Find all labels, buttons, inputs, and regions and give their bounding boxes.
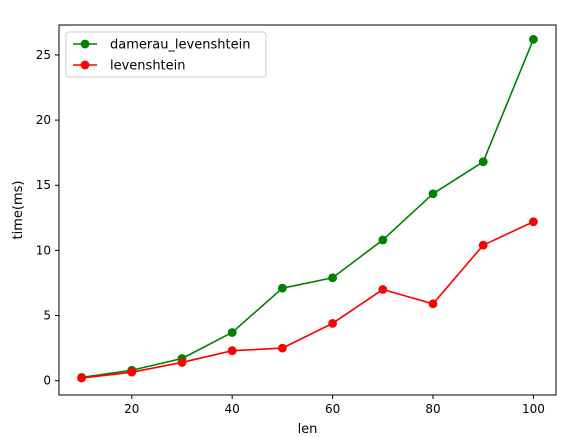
data-point-damerau-levenshtein <box>227 328 237 337</box>
axes-frame <box>58 24 557 396</box>
series-line-levenshtein <box>81 221 534 379</box>
data-point-damerau-levenshtein <box>428 189 438 199</box>
plot-area <box>58 24 557 396</box>
data-point-levenshtein <box>478 240 488 250</box>
legend-marker-levenshtein <box>80 60 90 70</box>
legend-entry-damerau-levenshtein: damerau_levenshtein <box>73 38 250 53</box>
y-axis-ticks: 0 5 10 15 20 25 <box>36 48 59 388</box>
series-layer <box>77 34 538 383</box>
data-point-levenshtein <box>227 346 237 356</box>
x-tick-label: 60 <box>325 402 340 416</box>
data-point-levenshtein <box>277 343 287 353</box>
x-tick-label: 100 <box>522 402 545 416</box>
y-tick-label: 5 <box>43 309 51 323</box>
y-tick-label: 0 <box>43 374 51 388</box>
data-point-damerau-levenshtein <box>478 157 488 167</box>
series-levenshtein <box>77 217 538 383</box>
legend: damerau_levenshtein levenshtein <box>65 31 267 78</box>
legend-label-damerau-levenshtein: damerau_levenshtein <box>110 38 250 53</box>
legend-label-levenshtein: levenshtein <box>110 59 186 74</box>
legend-entry-levenshtein: levenshtein <box>73 59 186 74</box>
x-tick-label: 40 <box>225 402 240 416</box>
data-point-levenshtein <box>77 373 86 383</box>
y-tick-label: 20 <box>36 113 51 127</box>
legend-marker-damerau-levenshtein <box>80 39 90 49</box>
x-tick-label: 80 <box>425 402 440 416</box>
data-point-damerau-levenshtein <box>328 273 338 283</box>
data-point-levenshtein <box>378 285 388 294</box>
x-tick-label: 20 <box>124 402 139 416</box>
data-point-damerau-levenshtein <box>529 34 538 44</box>
y-axis-label: time(ms) <box>11 181 26 240</box>
data-point-damerau-levenshtein <box>378 235 388 245</box>
y-tick-label: 15 <box>36 178 51 192</box>
y-tick-label: 25 <box>36 48 51 62</box>
data-point-levenshtein <box>428 299 438 309</box>
y-tick-label: 10 <box>36 243 51 257</box>
x-axis-label: len <box>298 422 318 437</box>
x-axis-ticks: 20 40 60 80 100 <box>124 395 545 416</box>
data-point-levenshtein <box>127 367 137 377</box>
data-point-levenshtein <box>529 217 538 227</box>
legend-box <box>65 31 267 78</box>
data-point-levenshtein <box>177 358 187 367</box>
data-point-levenshtein <box>328 318 338 328</box>
data-point-damerau-levenshtein <box>277 283 287 293</box>
series-line-damerau-levenshtein <box>81 39 535 379</box>
